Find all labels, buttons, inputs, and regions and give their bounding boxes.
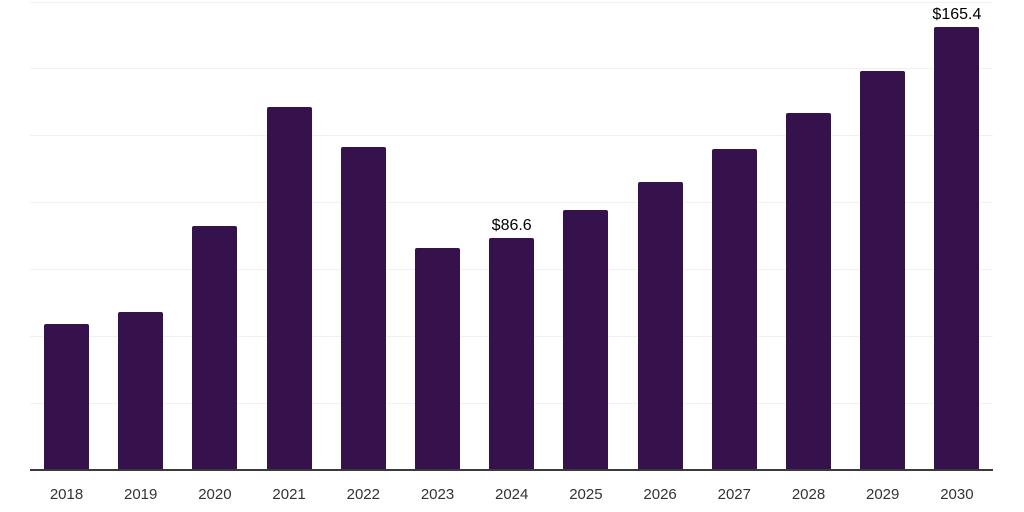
bar-2025 <box>563 210 609 470</box>
bar-2022 <box>340 147 386 470</box>
gridline-175 <box>30 1 993 3</box>
bar-2028 <box>786 112 831 470</box>
x-tick-2019: 2019 <box>124 486 158 503</box>
data-label-2030: $165.4 <box>932 6 982 24</box>
bar-2030 <box>934 27 980 470</box>
x-tick-2020: 2020 <box>198 486 232 503</box>
bar-2024 <box>489 238 535 470</box>
bar-2021 <box>266 107 312 470</box>
data-label-2024: $86.6 <box>491 217 532 235</box>
x-tick-2024: 2024 <box>495 486 529 503</box>
x-tick-2027: 2027 <box>717 486 751 503</box>
bar-2018 <box>44 324 89 470</box>
x-tick-2026: 2026 <box>643 486 677 503</box>
bar-2029 <box>860 71 906 470</box>
bar-2019 <box>118 312 164 470</box>
bar-2023 <box>415 247 460 470</box>
bar-2026 <box>637 182 683 470</box>
x-tick-2029: 2029 <box>866 486 900 503</box>
bar-2027 <box>711 148 757 470</box>
x-tick-2030: 2030 <box>940 486 974 503</box>
x-tick-2021: 2021 <box>272 486 306 503</box>
x-tick-2022: 2022 <box>346 486 380 503</box>
bar-2020 <box>192 226 238 470</box>
x-tick-2025: 2025 <box>569 486 603 503</box>
x-tick-2023: 2023 <box>420 486 455 503</box>
gridline-125 <box>30 135 993 137</box>
x-tick-2028: 2028 <box>791 486 826 503</box>
x-tick-2018: 2018 <box>49 486 84 503</box>
gridline-100 <box>30 202 993 204</box>
gridline-150 <box>30 68 993 70</box>
x-axis-line <box>30 469 993 471</box>
